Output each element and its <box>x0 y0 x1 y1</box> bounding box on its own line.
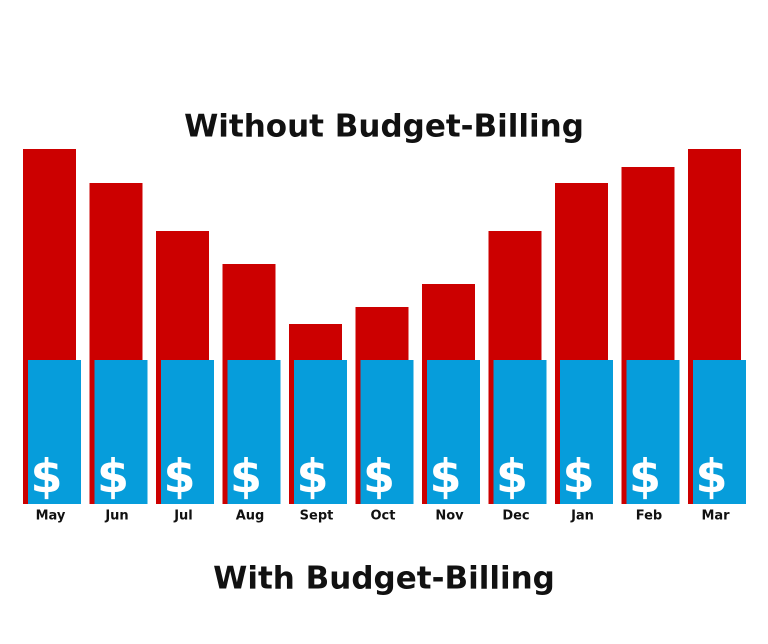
dollar-icon: $ <box>230 450 262 504</box>
budget-bar <box>94 360 148 504</box>
x-tick-label: Jun <box>104 509 128 524</box>
dollar-icon: $ <box>629 450 661 504</box>
dollar-icon: $ <box>163 450 195 504</box>
top-title: Without Budget-Billing <box>184 109 584 145</box>
dollar-icon: $ <box>363 450 395 504</box>
dollar-icon: $ <box>296 450 328 504</box>
budget-bar <box>227 360 281 504</box>
budget-bar <box>161 360 214 504</box>
budget-bar <box>360 360 414 504</box>
dollar-icon: $ <box>97 450 129 504</box>
dollar-icon: $ <box>695 450 727 504</box>
budget-bar <box>560 360 613 504</box>
x-tick-label: Dec <box>502 509 529 524</box>
budget-bar <box>693 360 746 504</box>
budget-bar <box>294 360 347 504</box>
x-tick-label: Jan <box>570 509 594 524</box>
x-tick-label: Mar <box>701 509 730 524</box>
budget-bar <box>427 360 480 504</box>
bottom-title: With Budget-Billing <box>213 561 555 597</box>
x-tick-label: Jul <box>173 509 193 524</box>
dollar-icon: $ <box>429 450 461 504</box>
x-tick-label: May <box>36 509 66 524</box>
dollar-icon: $ <box>562 450 594 504</box>
budget-bar <box>28 360 81 504</box>
budget-bar <box>626 360 680 504</box>
x-tick-label: Nov <box>435 509 464 524</box>
x-tick-label: Sept <box>300 509 334 524</box>
x-tick-label: Oct <box>371 509 396 524</box>
x-tick-label: Aug <box>236 509 265 524</box>
x-tick-label: Feb <box>636 509 662 524</box>
dollar-icon: $ <box>496 450 528 504</box>
dollar-icon: $ <box>30 450 62 504</box>
budget-bar <box>493 360 547 504</box>
